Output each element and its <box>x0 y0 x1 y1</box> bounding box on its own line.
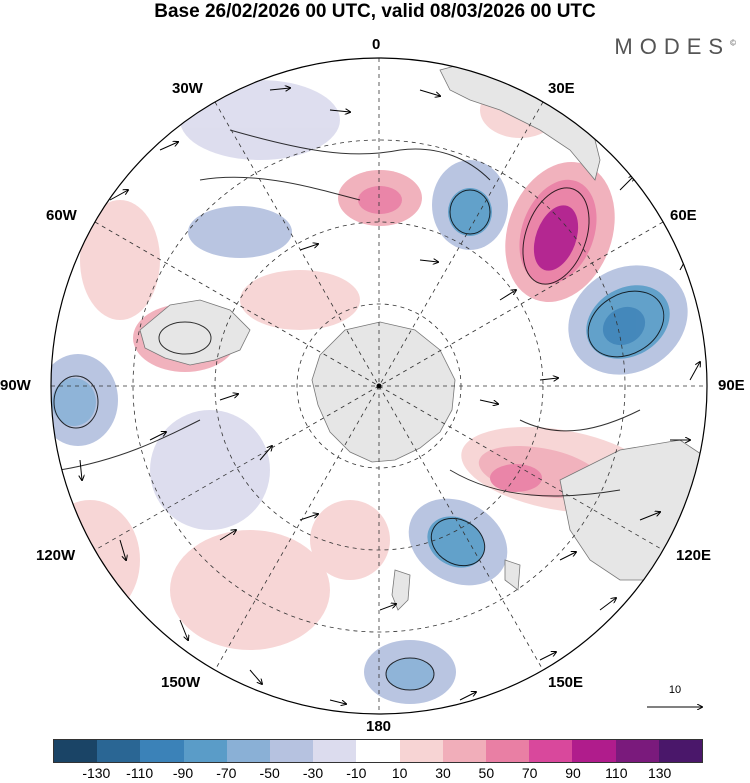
pole-marker <box>376 383 382 389</box>
colorbar-tick-label: 10 <box>391 765 408 781</box>
colorbar-tick-label: 30 <box>435 765 451 781</box>
meridian-label-180: 180 <box>366 718 392 735</box>
colorbar-swatch <box>486 740 530 762</box>
colorbar-swatch <box>399 740 443 762</box>
meridian-label-0: 0 <box>372 36 381 53</box>
colorbar-swatch <box>140 740 184 762</box>
colorbar-swatch <box>529 740 573 762</box>
colorbar-swatch <box>270 740 314 762</box>
tasmania <box>504 559 521 591</box>
meridian-label-60w: 60W <box>46 207 77 224</box>
meridian-label-150e: 150E <box>548 674 584 691</box>
reference-vector-label: 10 <box>668 684 682 696</box>
colorbar-tick-label: -10 <box>346 765 367 781</box>
colorbar-swatch <box>658 740 703 762</box>
colorbar-swatch <box>442 740 487 762</box>
new-zealand <box>391 569 411 611</box>
colorbar-tick-label: -30 <box>302 765 324 781</box>
colorbar-tick-label: 70 <box>521 765 538 781</box>
colorbar-tick-label: 50 <box>478 765 495 781</box>
meridian-label-30w: 30W <box>172 80 203 97</box>
colorbar-swatch <box>356 740 400 762</box>
colorbar-swatch <box>226 740 271 762</box>
colorbar-tick-label: 110 <box>605 765 628 781</box>
meridian-label-150w: 150W <box>161 674 201 691</box>
colorbar-tick-label: 130 <box>647 765 672 781</box>
colorbar-tick-label: -130 <box>82 765 111 781</box>
colorbar-swatch <box>54 740 98 762</box>
streamlines <box>53 129 665 691</box>
meridian-label-60e: 60E <box>670 207 697 224</box>
colorbar-tick-label: 90 <box>565 765 581 781</box>
colorbar <box>53 739 703 763</box>
brand-mark: © <box>730 38 736 48</box>
colorbar-swatch <box>615 740 659 762</box>
colorbar-tick-label: -90 <box>172 765 194 781</box>
colorbar-tick-label: -70 <box>216 765 237 781</box>
wind-vectors <box>80 88 700 704</box>
colorbar-ticks: -130 -110 -90 -70 -50 -30 -10 10 30 50 70 90 110 130 <box>53 765 703 783</box>
brand-logo: MODES© <box>614 34 736 60</box>
meridian-label-120e: 120E <box>676 547 712 564</box>
south-america <box>139 299 251 366</box>
brand-name: MODES <box>614 34 731 59</box>
colorbar-swatch <box>183 740 227 762</box>
colorbar-swatch <box>313 740 357 762</box>
colorbar-tick-label: -110 <box>126 765 154 781</box>
colorbar-swatch <box>97 740 141 762</box>
antarctica <box>311 321 456 463</box>
colorbar-tick-label: -50 <box>259 765 280 781</box>
meridian-label-120w: 120W <box>36 547 76 564</box>
meridian-label-90e: 90E <box>718 377 745 394</box>
meridian-label-30e: 30E <box>548 80 575 97</box>
map-border <box>50 57 708 715</box>
colorbar-swatch <box>572 740 616 762</box>
page-title: Base 26/02/2026 00 UTC, valid 08/03/2026… <box>154 1 596 22</box>
meridian-label-90w: 90W <box>0 377 31 394</box>
